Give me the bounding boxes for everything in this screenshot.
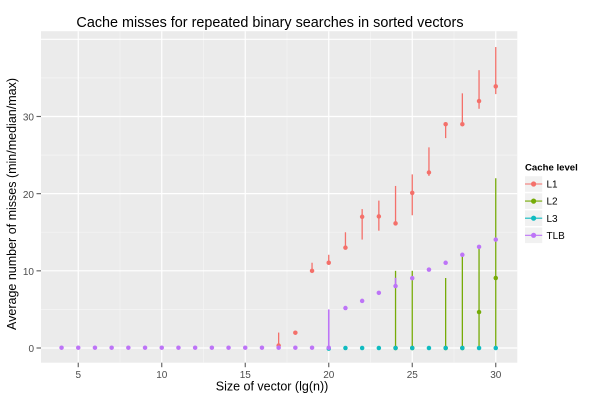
- svg-text:15: 15: [240, 370, 252, 381]
- svg-text:TLB: TLB: [547, 231, 566, 242]
- svg-text:10: 10: [23, 267, 35, 278]
- svg-text:5: 5: [75, 370, 81, 381]
- svg-text:20: 20: [23, 190, 35, 201]
- svg-text:L2: L2: [547, 197, 559, 208]
- svg-text:Size of vector (lg(n)): Size of vector (lg(n)): [216, 380, 329, 394]
- svg-text:25: 25: [407, 370, 419, 381]
- svg-text:L1: L1: [547, 180, 559, 191]
- svg-text:30: 30: [23, 113, 35, 124]
- svg-text:30: 30: [490, 370, 502, 381]
- svg-text:L3: L3: [547, 214, 559, 225]
- svg-text:10: 10: [156, 370, 168, 381]
- svg-text:Cache level: Cache level: [525, 163, 578, 174]
- svg-text:Cache misses for repeated bina: Cache misses for repeated binary searche…: [76, 15, 463, 31]
- svg-text:0: 0: [28, 344, 34, 355]
- svg-text:20: 20: [323, 370, 335, 381]
- svg-text:Average number of misses (min/: Average number of misses (min/median/max…: [5, 78, 19, 330]
